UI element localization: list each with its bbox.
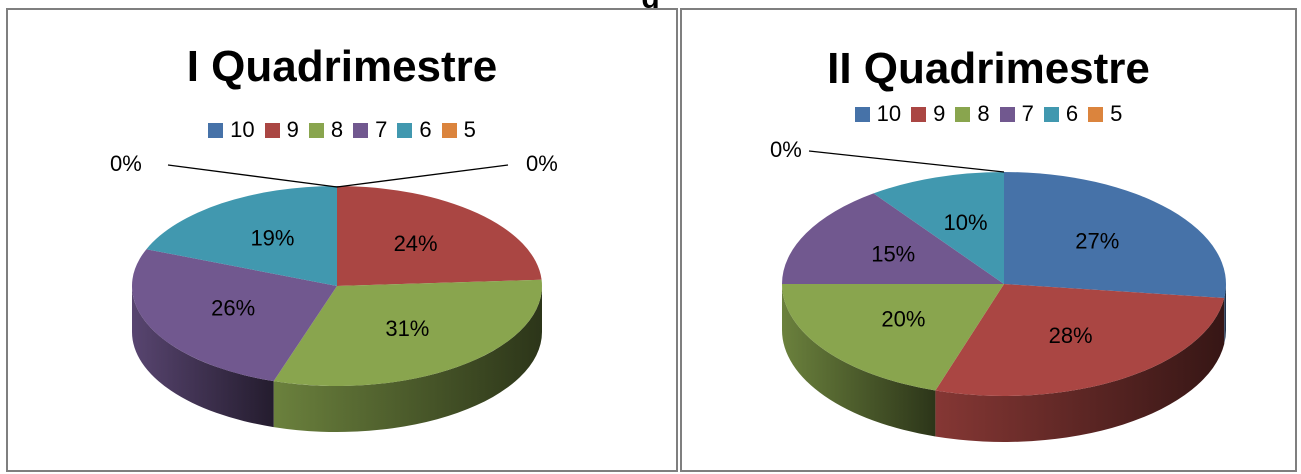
legend-label: 6 xyxy=(1065,101,1079,126)
pie-slice-8 xyxy=(273,279,542,386)
data-label-10: 27% xyxy=(1075,228,1119,253)
pie-slice-side-8 xyxy=(273,286,542,432)
pie-slice-9 xyxy=(935,284,1225,397)
pie-tops xyxy=(132,186,542,386)
leader-line xyxy=(336,164,509,188)
legend-item-8: 8 xyxy=(955,101,990,127)
legend-item-9: 9 xyxy=(264,117,299,143)
chart-title: II Quadrimestre xyxy=(827,44,1150,93)
legend-label: 7 xyxy=(1021,101,1034,126)
pie-chart-i-quadrimestre: 24% 31% 26% 19% 0% 0% xyxy=(110,151,558,432)
data-label-5: 0% xyxy=(770,137,802,162)
pie-slice-6 xyxy=(146,186,337,286)
legend-swatch xyxy=(208,122,224,138)
chart-legend: 10 9 8 7 6 5 xyxy=(682,101,1295,127)
data-label-6: 10% xyxy=(944,210,988,235)
pie-slice-10 xyxy=(1004,172,1226,299)
legend-swatch xyxy=(854,106,870,122)
legend-item-7: 7 xyxy=(999,101,1034,127)
data-label-5: 0% xyxy=(526,151,558,176)
pie-slice-side-9 xyxy=(935,298,1225,443)
legend-item-10: 10 xyxy=(854,101,902,127)
leader-line xyxy=(808,150,1005,173)
legend-swatch xyxy=(264,122,280,138)
legend-label: 10 xyxy=(230,117,255,142)
legend-label: 5 xyxy=(1110,101,1123,126)
leader-line xyxy=(167,164,338,188)
legend-swatch xyxy=(999,106,1015,122)
legend-swatch xyxy=(911,106,927,122)
pie-slice-side-8 xyxy=(782,284,936,437)
pie-slice-side-7 xyxy=(132,286,274,428)
legend-item-5: 5 xyxy=(1088,101,1122,127)
pie-slice-7 xyxy=(132,249,337,382)
data-label-7: 26% xyxy=(211,296,255,321)
legend-item-9: 9 xyxy=(911,101,945,127)
pie-slice-8 xyxy=(782,284,1004,391)
pie-data-labels: 24% 31% 26% 19% 0% 0% xyxy=(110,151,558,341)
legend-item-7: 7 xyxy=(353,117,387,143)
pie-slice-side-10 xyxy=(1224,284,1226,345)
data-label-7: 15% xyxy=(871,241,915,266)
pie-slice-7 xyxy=(782,193,1004,284)
legend-item-6: 6 xyxy=(1043,101,1079,127)
chart-panel-ii-quadrimestre: II Quadrimestre 10 9 8 7 6 5 27% 28% 20% 15… xyxy=(680,8,1297,472)
legend-label: 9 xyxy=(286,117,299,142)
legend-label: 8 xyxy=(977,101,990,126)
legend-item-6: 6 xyxy=(397,117,432,143)
legend-label: 6 xyxy=(419,117,432,142)
pie-sides xyxy=(782,284,1226,443)
data-label-8: 31% xyxy=(385,316,429,341)
legend-label: 10 xyxy=(876,101,902,126)
legend-label: 9 xyxy=(933,101,946,126)
chart-legend: 10 9 8 7 6 5 xyxy=(8,117,676,143)
data-label-9: 24% xyxy=(394,231,438,256)
legend-item-8: 8 xyxy=(308,117,344,143)
legend-swatch xyxy=(441,122,457,138)
pie-data-labels: 27% 28% 20% 15% 10% 0% xyxy=(770,137,1119,348)
legend-swatch xyxy=(955,106,971,122)
pie-sides xyxy=(132,286,542,432)
legend-swatch xyxy=(397,122,413,138)
legend-swatch xyxy=(1088,106,1104,122)
legend-item-10: 10 xyxy=(208,117,255,143)
pie-chart-ii-quadrimestre: 27% 28% 20% 15% 10% 0% xyxy=(770,137,1226,443)
pie-slice-9 xyxy=(337,186,542,286)
legend-item-5: 5 xyxy=(441,117,476,143)
legend-swatch xyxy=(308,122,324,138)
pie-slice-6 xyxy=(873,172,1004,284)
chart-title: I Quadrimestre xyxy=(186,42,498,91)
legend-label: 8 xyxy=(330,117,344,142)
pie-tops xyxy=(782,172,1226,397)
data-label-8: 20% xyxy=(881,307,925,332)
legend-label: 7 xyxy=(375,117,388,142)
data-label-6: 19% xyxy=(250,225,294,250)
legend-swatch xyxy=(1043,106,1059,122)
data-label-9: 28% xyxy=(1049,323,1093,348)
legend-swatch xyxy=(353,122,369,138)
data-label-10: 0% xyxy=(110,151,142,176)
chart-panel-i-quadrimestre: I Quadrimestre 10 9 8 7 6 5 24% 31% 26% 19%… xyxy=(6,8,678,472)
legend-label: 5 xyxy=(463,117,476,142)
